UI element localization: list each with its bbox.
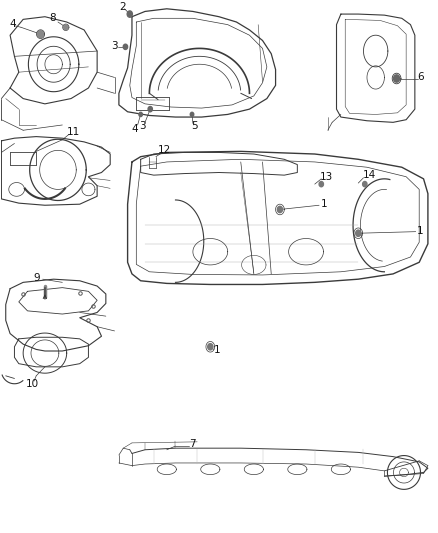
Circle shape — [208, 344, 213, 350]
Text: 9: 9 — [34, 273, 40, 283]
Text: 4: 4 — [9, 19, 16, 29]
Circle shape — [190, 112, 194, 117]
Text: 1: 1 — [417, 225, 424, 236]
Text: 11: 11 — [67, 127, 80, 138]
Circle shape — [64, 25, 68, 30]
Text: 14: 14 — [363, 170, 376, 180]
Text: 7: 7 — [190, 440, 196, 449]
Circle shape — [363, 181, 367, 187]
Text: 3: 3 — [111, 41, 118, 51]
Circle shape — [127, 11, 132, 17]
Circle shape — [123, 44, 127, 50]
Circle shape — [139, 112, 142, 117]
Text: 3: 3 — [140, 121, 146, 131]
Text: 5: 5 — [191, 121, 198, 131]
Text: 10: 10 — [26, 379, 39, 389]
Circle shape — [148, 107, 152, 112]
Text: 8: 8 — [49, 13, 56, 23]
Circle shape — [277, 206, 283, 213]
Circle shape — [38, 30, 44, 38]
Circle shape — [356, 230, 361, 237]
Text: 1: 1 — [213, 345, 220, 356]
Text: 6: 6 — [417, 72, 424, 83]
Text: 4: 4 — [131, 124, 138, 134]
Circle shape — [319, 181, 323, 187]
Text: 12: 12 — [158, 146, 171, 155]
Text: 2: 2 — [119, 2, 126, 12]
Text: 13: 13 — [320, 172, 334, 182]
Text: 1: 1 — [321, 199, 328, 209]
Circle shape — [393, 75, 399, 82]
